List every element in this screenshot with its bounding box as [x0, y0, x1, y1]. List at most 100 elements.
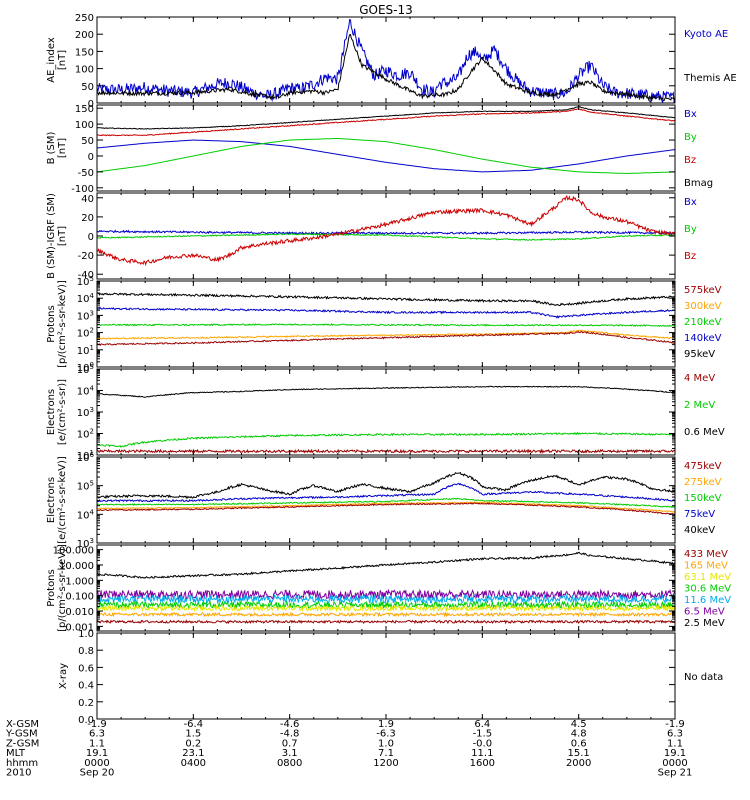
x-row-label: hhmm	[6, 758, 38, 769]
x-tick-label: -6.3	[376, 729, 396, 740]
series-line-electrons_kev-475kev	[97, 502, 675, 516]
y-tick-label: 250	[75, 13, 94, 24]
legend-entry: No data	[684, 672, 723, 683]
series-line-bigrf-bz	[97, 194, 675, 267]
legend-entry: Bx	[684, 109, 697, 120]
legend-entry: 150keV	[684, 493, 722, 504]
y-axis-label: Electrons[e/(cm²-s-sr)]	[46, 379, 68, 445]
y-tick-label: 0.0	[78, 715, 94, 726]
x-tick-label: Sep 20	[80, 768, 115, 779]
y-tick-label: -40	[78, 270, 94, 281]
y-axis-label: AE_index[nT]	[46, 37, 68, 83]
panel-frame	[96, 104, 676, 192]
panel-ae: 0 50 100 150 200 250 AE_index[nT] Kyoto AE Themi…	[46, 13, 737, 110]
legend-entry: 2 MeV	[684, 400, 715, 411]
x-tick-label: 0400	[181, 758, 206, 769]
y-tick-label: 0	[88, 152, 94, 163]
legend-entry: Bz	[684, 251, 696, 262]
x-tick-label: -6.4	[184, 719, 204, 730]
panel-frame	[96, 368, 676, 456]
y-tick-label: 150	[75, 47, 94, 58]
x-tick-label: 0000	[662, 758, 687, 769]
y-tick-label: 0.2	[78, 698, 94, 709]
panel-electrons_mev: 101102103104105Electrons[e/(cm²-s-sr)]4 …	[46, 363, 725, 462]
y-tick-label: 0.010	[65, 607, 94, 618]
series-line-electrons_kev-275kev	[97, 501, 675, 514]
legend-entry: 300keV	[684, 301, 722, 312]
y-tick-label: 40	[81, 194, 94, 205]
series-line-bsm-bz	[97, 108, 675, 137]
series-line-electrons_kev-40kev	[97, 471, 675, 499]
x-tick-label: 6.3	[667, 729, 683, 740]
series-line-bigrf-bx	[97, 229, 675, 236]
y-tick-label: 150	[75, 104, 94, 115]
x-row-label: X-GSM	[6, 719, 39, 730]
panel-bigrf: -40 -20 0 20 40 B (SM)-IGRF (SM)[nT] Bx By Bz	[46, 192, 697, 281]
y-tick-label: 106	[77, 451, 95, 464]
y-tick-label: -100	[71, 184, 94, 195]
legend-entry: Bx	[684, 197, 697, 208]
series-line-electrons_kev-150kev	[97, 497, 675, 509]
legend-entry: 30.6 MeV	[684, 584, 731, 595]
y-tick-label: 0.8	[78, 646, 94, 657]
legend-entry: 575keV	[684, 285, 722, 296]
x-tick-label: 11.1	[471, 748, 493, 759]
series-line-protons_mev-2-5-mev	[97, 551, 675, 579]
y-tick-label: 0.4	[78, 681, 94, 692]
y-tick-label: 104	[77, 508, 95, 521]
x-tick-label: 0800	[277, 758, 302, 769]
series-line-electrons_kev-75kev	[97, 482, 675, 503]
y-tick-label: 200	[75, 30, 94, 41]
series-line-electrons_mev-0-6-mev	[97, 385, 675, 398]
legend-entry: Bz	[684, 155, 696, 166]
y-tick-label: 102	[77, 428, 94, 441]
x-tick-label: 0.2	[185, 738, 201, 749]
panel-protons_mev: 0.001 0.010 0.100 1.000 10.000 100.000Protons…	[46, 544, 731, 633]
x-axis-table: X-GSM -1.9 -6.4 -4.6 1.9 6.4 4.5 -1.9Y-GSM 6.3 1.…	[5, 719, 692, 779]
x-tick-label: 4.8	[571, 729, 587, 740]
x-tick-label: Sep 21	[658, 768, 693, 779]
series-line-protons-95kev	[97, 292, 675, 307]
x-tick-label: 0000	[84, 758, 109, 769]
x-tick-label: 1.5	[185, 729, 201, 740]
legend-entry: 475keV	[684, 461, 722, 472]
series-line-protons-575kev	[97, 330, 675, 347]
legend-entry: 4 MeV	[684, 373, 715, 384]
legend-entry: Themis AE	[683, 73, 737, 84]
y-tick-label: 101	[77, 344, 94, 357]
y-tick-label: 1.000	[65, 576, 94, 587]
x-tick-label: 6.4	[474, 719, 490, 730]
series-line-bigrf-by	[97, 233, 675, 241]
x-tick-label: 6.3	[89, 729, 105, 740]
series-line-protons_mev-433-mev	[97, 619, 675, 625]
series-line-protons-210kev	[97, 323, 675, 328]
x-tick-label: 1.1	[667, 738, 683, 749]
x-tick-label: 23.1	[182, 748, 204, 759]
y-tick-label: 102	[77, 327, 94, 340]
series-line-bsm-by	[97, 138, 675, 174]
y-tick-label: 104	[77, 292, 95, 305]
series-line-protons_mev-30-6-mev	[97, 600, 675, 610]
y-tick-label: 20	[81, 213, 94, 224]
y-tick-label: 0	[88, 99, 94, 110]
panel-frame	[96, 544, 676, 632]
series-line-protons_mev-165-mev	[97, 611, 675, 618]
panel-xray: 0.0 0.2 0.4 0.6 0.8 1.0 X-ray No data	[58, 629, 723, 726]
y-tick-label: 105	[77, 363, 94, 376]
x-row-label: Z-GSM	[6, 738, 39, 749]
y-axis-label: X-ray	[58, 663, 69, 689]
x-row-label: Y-GSM	[5, 729, 38, 740]
y-tick-label: 104	[77, 385, 95, 398]
x-tick-label: 1.9	[378, 719, 394, 730]
y-tick-label: -50	[78, 168, 94, 179]
panel-frame	[96, 16, 676, 104]
legend-entry: Kyoto AE	[684, 29, 728, 40]
legend-entry: By	[684, 132, 697, 143]
legend-entry: 6.5 MeV	[684, 607, 725, 618]
series-line-protons-300kev	[97, 329, 675, 340]
x-tick-label: -4.6	[280, 719, 300, 730]
legend-entry: 210keV	[684, 317, 722, 328]
x-tick-label: 1.0	[378, 738, 394, 749]
